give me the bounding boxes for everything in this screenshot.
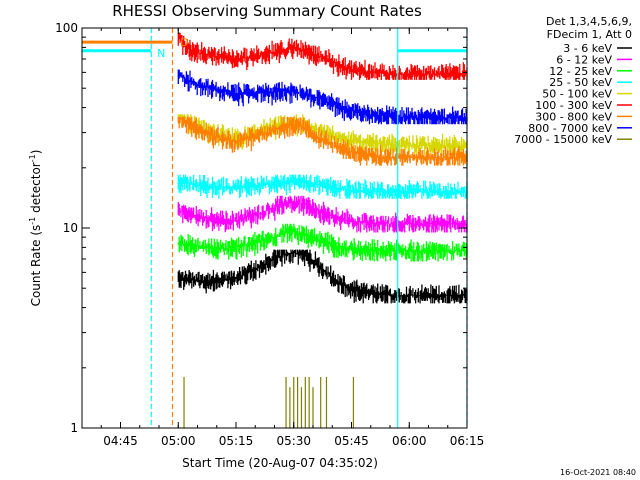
legend-label-7: 800 - 7000 keV (528, 122, 612, 135)
legend-label-6: 300 - 800 keV (535, 110, 612, 123)
legend-label-2: 12 - 25 keV (549, 65, 612, 78)
series-2-trace (177, 223, 468, 262)
y-tick-label-2: 100 (55, 21, 78, 35)
series-5-path (177, 32, 468, 80)
annotation-1: D (180, 36, 188, 49)
series-7-path (177, 69, 468, 125)
series-1-trace (177, 195, 468, 233)
y-axis-label-sup2: -1 (28, 154, 37, 162)
chart-title: RHESSI Observing Summary Count Rates (112, 2, 422, 20)
legend-label-0: 3 - 6 keV (563, 42, 612, 55)
y-axis-label-end: ) (29, 150, 43, 155)
series-0-trace (177, 249, 468, 304)
series-layer (82, 32, 468, 428)
x-tick-label-2: 05:15 (219, 434, 254, 448)
x-tick-label-6: 06:15 (450, 434, 485, 448)
legend-label-1: 6 - 12 keV (556, 53, 612, 66)
x-tick-label-5: 06:00 (392, 434, 427, 448)
legend-header-line2: FDecim 1, Att 0 (547, 28, 632, 41)
series-3-path (177, 174, 468, 199)
series-7-trace (177, 69, 468, 125)
legend: Det 1,3,4,5,6,9, FDecim 1, Att 0 3 - 6 k… (514, 15, 632, 146)
y-axis-label-sup1: -1 (28, 217, 37, 225)
series-1-path (177, 195, 468, 233)
series-8-spikes (183, 376, 355, 428)
x-tick-label-4: 05:45 (334, 434, 369, 448)
legend-label-5: 100 - 300 keV (535, 99, 612, 112)
timestamp: 16-Oct-2021 08:40 (560, 468, 636, 477)
legend-label-3: 25 - 50 keV (549, 76, 612, 89)
x-tick-label-3: 05:30 (276, 434, 311, 448)
x-axis-label: Start Time (20-Aug-07 04:35:02) (182, 456, 378, 470)
y-axis-label-mid: detector (29, 162, 43, 217)
x-tick-label-1: 05:00 (161, 434, 196, 448)
series-2-path (177, 223, 468, 262)
y-tick-label-1: 10 (63, 221, 78, 235)
series-6-trace (177, 116, 468, 166)
series-3-trace (177, 174, 468, 199)
y-tick-label-0: 1 (70, 421, 78, 435)
legend-header-line1: Det 1,3,4,5,6,9, (546, 15, 632, 28)
legend-label-4: 50 - 100 keV (542, 88, 612, 101)
legend-label-8: 7000 - 15000 keV (514, 133, 612, 146)
annotation-0: N (157, 47, 165, 60)
axes: 04:45 05:00 05:15 05:30 05:45 06:00 06:15 1 10 10… (55, 21, 484, 448)
y-axis-label: Count Rate (s-1 detector-1) (28, 150, 43, 307)
series-5-trace (177, 32, 468, 80)
series-6-path (177, 116, 468, 166)
x-tick-label-0: 04:45 (103, 434, 138, 448)
series-0-path (177, 249, 468, 304)
y-axis-label-main: Count Rate (s (29, 225, 43, 307)
